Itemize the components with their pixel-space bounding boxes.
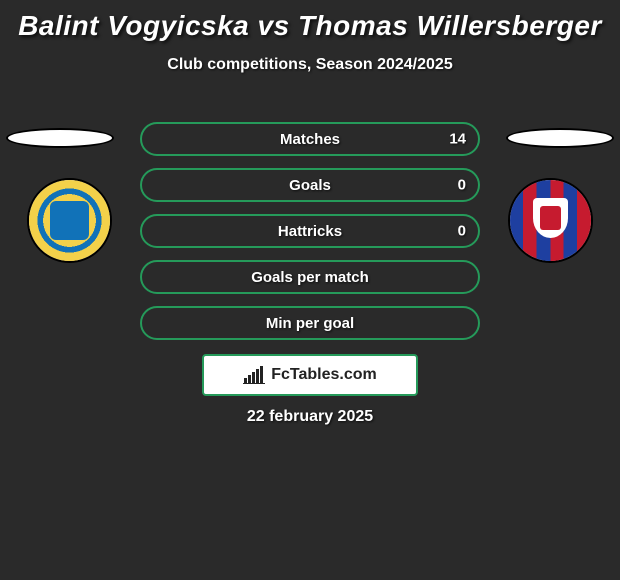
gyirmot-crest-icon (29, 180, 110, 261)
stat-right-value: 0 (458, 177, 466, 194)
stat-label: Hattricks (278, 223, 342, 240)
stat-row-goals-per-match: Goals per match (140, 260, 480, 294)
videoton-crest-icon (510, 180, 591, 261)
comparison-card: Balint Vogyicska vs Thomas Willersberger… (0, 0, 620, 580)
stat-row-goals: Goals 0 (140, 168, 480, 202)
stat-label: Matches (280, 131, 340, 148)
stat-row-hattricks: Hattricks 0 (140, 214, 480, 248)
bar-chart-icon (243, 366, 265, 384)
brand-badge: FcTables.com (202, 354, 418, 396)
stat-label: Goals (289, 177, 331, 194)
team-right-badge (508, 178, 593, 263)
brand-label: FcTables.com (271, 366, 377, 384)
stat-right-value: 0 (458, 223, 466, 240)
page-subtitle: Club competitions, Season 2024/2025 (0, 56, 620, 74)
stat-row-min-per-goal: Min per goal (140, 306, 480, 340)
page-title: Balint Vogyicska vs Thomas Willersberger (0, 0, 620, 42)
player-right-photo-placeholder (506, 128, 614, 148)
player-left-photo-placeholder (6, 128, 114, 148)
stat-row-matches: Matches 14 (140, 122, 480, 156)
generated-date: 22 february 2025 (0, 408, 620, 426)
stats-list: Matches 14 Goals 0 Hattricks 0 Goals per… (140, 122, 480, 352)
team-left-badge (27, 178, 112, 263)
stat-label: Min per goal (266, 315, 354, 332)
stat-right-value: 14 (449, 131, 466, 148)
stat-label: Goals per match (251, 269, 369, 286)
